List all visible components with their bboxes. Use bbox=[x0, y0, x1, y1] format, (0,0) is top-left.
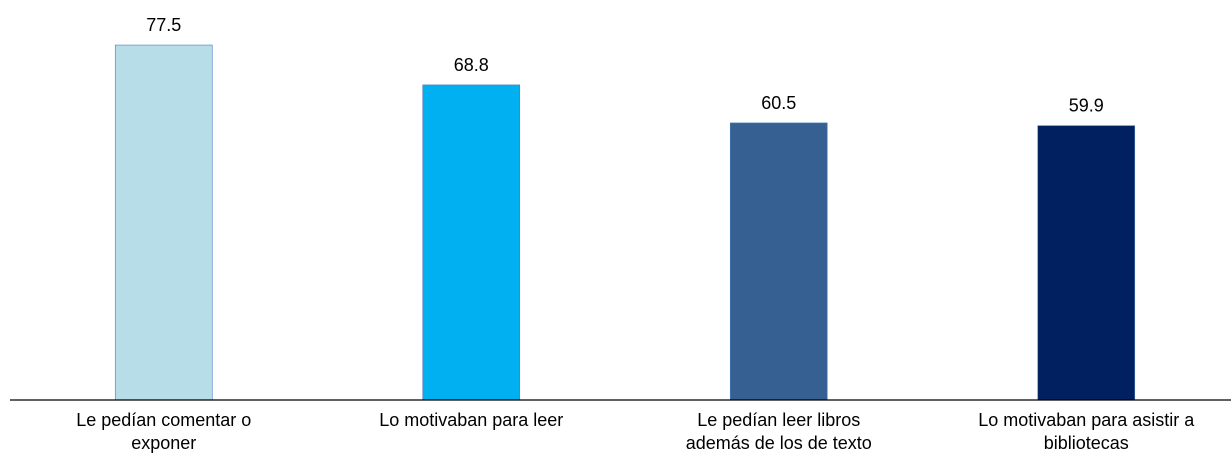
x-tick-label: Lo motivaban para asistir a bibliotecas bbox=[978, 410, 1195, 453]
x-tick-label: Lo motivaban para leer bbox=[379, 410, 564, 430]
value-label: 68.8 bbox=[454, 55, 489, 75]
x-tick-label: Le pedían leer libros además de los de t… bbox=[685, 410, 872, 453]
value-label: 60.5 bbox=[761, 93, 796, 113]
value-label: 59.9 bbox=[1069, 96, 1104, 116]
bar bbox=[422, 84, 521, 401]
value-label: 77.5 bbox=[146, 15, 181, 35]
bar bbox=[729, 122, 828, 401]
bar bbox=[1037, 125, 1136, 401]
bar bbox=[114, 44, 213, 401]
x-tick-label: Le pedían comentar o exponer bbox=[76, 410, 252, 453]
